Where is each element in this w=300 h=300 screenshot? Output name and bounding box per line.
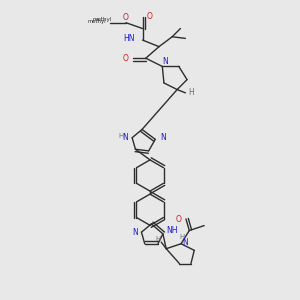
Text: NH: NH <box>166 226 178 235</box>
Text: O: O <box>123 54 129 63</box>
Text: O: O <box>123 13 129 22</box>
Text: methyl: methyl <box>88 19 106 24</box>
Text: H: H <box>179 234 184 240</box>
Text: N: N <box>132 228 138 237</box>
Text: N: N <box>183 238 188 247</box>
Text: N: N <box>123 133 128 142</box>
Text: H: H <box>118 133 124 139</box>
Text: HN: HN <box>124 34 135 43</box>
Text: H: H <box>188 88 194 97</box>
Text: H: H <box>156 236 161 242</box>
Text: N: N <box>162 56 168 65</box>
Text: N: N <box>160 133 166 142</box>
Text: methyl: methyl <box>92 17 112 22</box>
Text: O: O <box>176 214 182 224</box>
Text: O: O <box>146 12 152 21</box>
